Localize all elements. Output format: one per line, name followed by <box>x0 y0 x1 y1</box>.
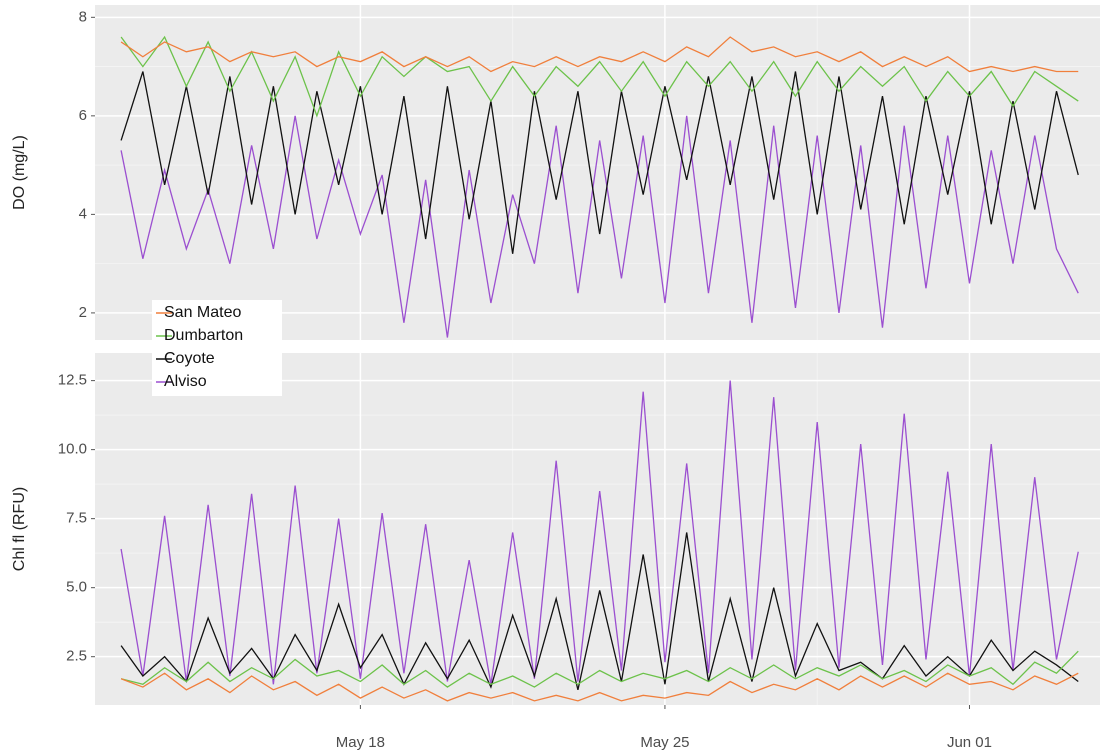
series-line <box>120 71 1079 254</box>
y-tick-label: 5.0 <box>66 579 87 596</box>
plot-panel <box>95 5 1100 340</box>
y-tick-label: 6 <box>79 107 87 124</box>
legend-label: Coyote <box>164 350 215 367</box>
x-tick-label: May 18 <box>336 734 385 751</box>
plot-panel <box>95 353 1100 705</box>
y-tick-label: 2 <box>79 304 87 321</box>
y-tick-label: 12.5 <box>58 372 87 389</box>
series-line <box>120 35 1079 118</box>
series-line <box>120 36 1079 73</box>
legend-label: Dumbarton <box>164 327 243 344</box>
y-tick-label: 8 <box>79 8 87 25</box>
y-tick-label: 10.0 <box>58 441 87 458</box>
series-line <box>120 650 1079 688</box>
x-tick-label: May 25 <box>640 734 689 751</box>
y-tick-label: 7.5 <box>66 510 87 527</box>
legend-box <box>152 300 282 396</box>
series-line <box>120 532 1079 690</box>
y-tick-label: 4 <box>79 205 87 222</box>
y-tick-label: 2.5 <box>66 648 87 665</box>
legend-label: Alviso <box>164 373 207 390</box>
y-axis-title: DO (mg/L) <box>11 135 28 210</box>
series-line <box>120 115 1079 338</box>
series-line <box>120 380 1079 685</box>
y-axis-title: Chl fl (RFU) <box>11 487 28 571</box>
legend-label: San Mateo <box>164 304 241 321</box>
series-line <box>120 672 1079 702</box>
x-tick-label: Jun 01 <box>947 734 992 751</box>
